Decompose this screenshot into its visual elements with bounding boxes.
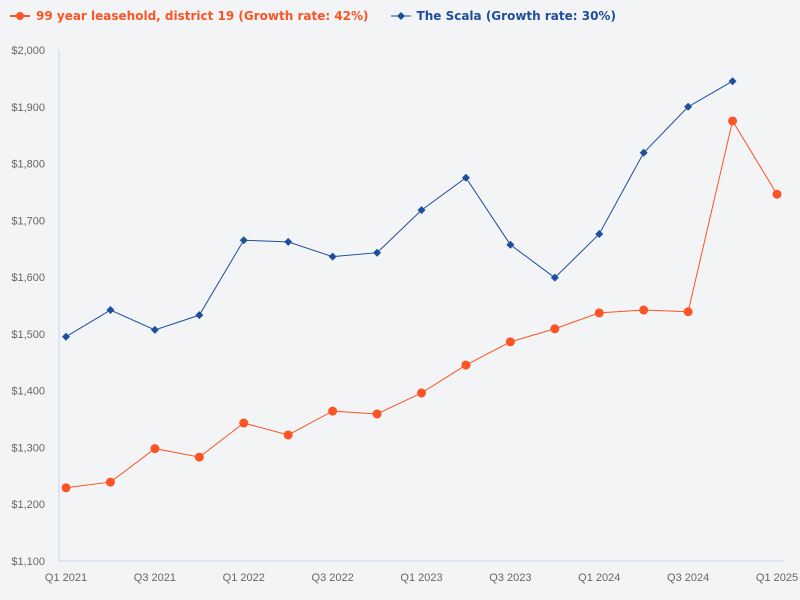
legend-label: The Scala (Growth rate: 30%) [416, 9, 616, 23]
data-point [195, 311, 204, 320]
y-tick-label: $1,200 [11, 499, 45, 511]
data-point [550, 324, 560, 334]
y-tick-label: $1,800 [11, 159, 45, 171]
data-point [594, 308, 604, 318]
data-point [639, 305, 649, 315]
data-point [62, 332, 70, 341]
data-point [283, 430, 293, 440]
data-point [284, 237, 293, 246]
data-point [150, 444, 160, 454]
x-tick-label: Q1 2024 [578, 572, 620, 584]
x-tick-label: Q1 2023 [400, 572, 442, 584]
data-point [550, 273, 559, 282]
data-point [506, 240, 515, 249]
diamond-marker-icon [390, 12, 411, 20]
x-tick-label: Q1 2021 [45, 572, 87, 584]
series-line [65, 80, 733, 338]
y-tick-label: $1,700 [11, 215, 45, 227]
y-tick-label: $1,300 [11, 442, 45, 454]
data-point [372, 409, 382, 419]
circle-marker-icon [10, 12, 30, 20]
data-point [684, 102, 693, 111]
data-point [194, 452, 204, 462]
data-point [328, 406, 338, 416]
x-tick-label: Q3 2023 [489, 572, 531, 584]
data-point [328, 252, 337, 261]
data-point [239, 418, 249, 428]
y-tick-label: $2,000 [11, 45, 45, 57]
x-tick-label: Q3 2024 [667, 572, 709, 584]
data-point [728, 77, 737, 86]
data-point [683, 307, 693, 317]
x-tick-label: Q1 2025 [756, 572, 798, 584]
legend-item-scala[interactable]: The Scala (Growth rate: 30%) [390, 9, 616, 23]
y-tick-label: $1,600 [11, 272, 45, 284]
data-point [595, 229, 604, 238]
y-tick-label: $1,400 [11, 386, 45, 398]
legend-item-leasehold[interactable]: 99 year leasehold, district 19 (Growth r… [10, 9, 369, 23]
data-point [505, 337, 515, 347]
data-point [61, 483, 71, 493]
data-point [772, 189, 782, 199]
data-point [728, 116, 738, 126]
data-point [150, 325, 159, 334]
legend: 99 year leasehold, district 19 (Growth r… [10, 9, 616, 23]
data-point [417, 206, 426, 215]
y-tick-label: $1,900 [11, 102, 45, 114]
y-tick-label: $1,100 [11, 556, 45, 568]
data-point [373, 248, 382, 257]
data-point [106, 306, 115, 315]
y-tick-label: $1,500 [11, 329, 45, 341]
data-point [639, 148, 648, 157]
x-tick-label: Q1 2022 [223, 572, 265, 584]
data-point [461, 360, 471, 370]
series-line [65, 119, 778, 489]
legend-label: 99 year leasehold, district 19 (Growth r… [36, 9, 369, 23]
x-tick-label: Q3 2022 [312, 572, 354, 584]
x-tick-label: Q3 2021 [134, 572, 176, 584]
data-point [105, 477, 115, 487]
data-point [417, 388, 426, 398]
data-point [239, 236, 248, 245]
data-point [461, 173, 470, 182]
